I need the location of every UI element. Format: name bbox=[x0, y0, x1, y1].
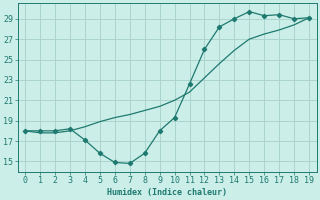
X-axis label: Humidex (Indice chaleur): Humidex (Indice chaleur) bbox=[107, 188, 227, 197]
